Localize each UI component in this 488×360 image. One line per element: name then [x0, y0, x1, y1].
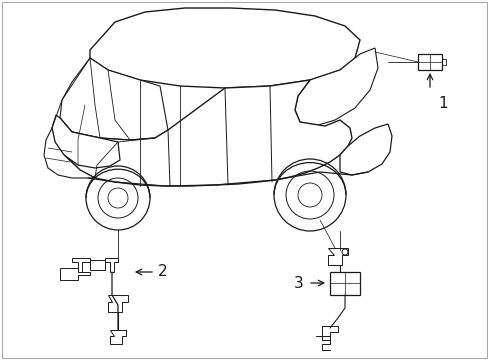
Text: 2: 2 [158, 265, 167, 279]
Polygon shape [108, 295, 128, 312]
Polygon shape [44, 128, 95, 178]
Polygon shape [329, 272, 359, 295]
Polygon shape [60, 80, 351, 186]
Polygon shape [60, 58, 168, 140]
Polygon shape [339, 124, 391, 175]
Polygon shape [52, 115, 120, 168]
Polygon shape [60, 268, 90, 280]
Polygon shape [105, 258, 118, 272]
Polygon shape [417, 54, 441, 70]
Polygon shape [90, 260, 105, 270]
Polygon shape [321, 326, 337, 340]
Polygon shape [327, 248, 347, 265]
Text: 3: 3 [294, 275, 304, 291]
Polygon shape [90, 8, 359, 88]
Text: 1: 1 [437, 96, 447, 111]
Polygon shape [72, 258, 90, 272]
Polygon shape [294, 48, 377, 126]
Polygon shape [110, 330, 126, 344]
